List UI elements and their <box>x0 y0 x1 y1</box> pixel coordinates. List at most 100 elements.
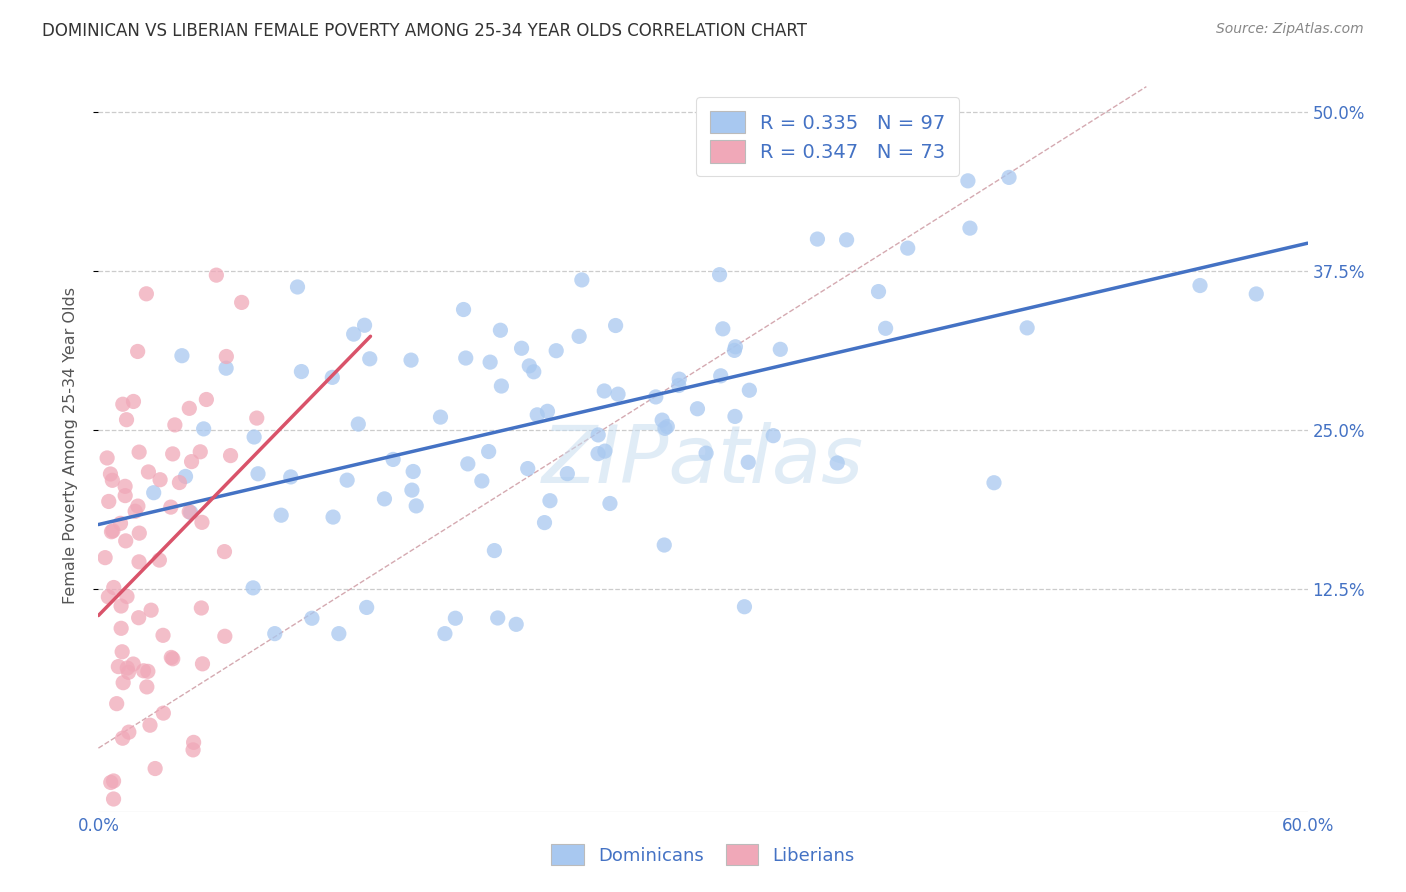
Point <box>724 409 747 424</box>
Point <box>142 485 165 500</box>
Point <box>179 505 201 519</box>
Point <box>112 675 135 690</box>
Point <box>668 378 690 392</box>
Point <box>644 390 666 404</box>
Point <box>111 397 134 411</box>
Point <box>897 241 920 255</box>
Point <box>454 351 477 365</box>
Point <box>322 510 344 524</box>
Point <box>762 428 785 442</box>
Point <box>359 351 381 366</box>
Point <box>181 743 204 757</box>
Point <box>124 504 146 518</box>
Point <box>593 444 616 458</box>
Point <box>709 268 731 282</box>
Point <box>152 628 174 642</box>
Point <box>195 392 218 407</box>
Point <box>356 600 378 615</box>
Point <box>111 645 134 659</box>
Text: Source: ZipAtlas.com: Source: ZipAtlas.com <box>1216 22 1364 37</box>
Point <box>117 661 139 675</box>
Point <box>724 340 747 354</box>
Y-axis label: Female Poverty Among 25-34 Year Olds: Female Poverty Among 25-34 Year Olds <box>63 287 77 605</box>
Point <box>290 365 312 379</box>
Point <box>1246 287 1268 301</box>
Point <box>301 611 323 625</box>
Point <box>97 494 120 508</box>
Point <box>135 680 157 694</box>
Point <box>738 383 761 397</box>
Point <box>183 735 205 749</box>
Point <box>205 268 228 282</box>
Point <box>429 410 451 425</box>
Point <box>593 384 616 398</box>
Point <box>214 629 236 643</box>
Point <box>111 731 134 746</box>
Point <box>180 505 202 519</box>
Point <box>505 617 527 632</box>
Point <box>347 417 370 431</box>
Point <box>97 590 120 604</box>
Point <box>139 718 162 732</box>
Point <box>190 601 212 615</box>
Point <box>128 555 150 569</box>
Point <box>215 361 238 376</box>
Point <box>695 446 717 460</box>
Point <box>373 491 395 506</box>
Point <box>100 775 122 789</box>
Point <box>160 650 183 665</box>
Point <box>605 318 627 333</box>
Point <box>710 368 733 383</box>
Point <box>110 516 132 531</box>
Point <box>444 611 467 625</box>
Point <box>191 516 214 530</box>
Point <box>328 626 350 640</box>
Point <box>246 411 269 425</box>
Point <box>484 543 506 558</box>
Point <box>489 323 512 337</box>
Point <box>132 664 155 678</box>
Point <box>152 706 174 720</box>
Point <box>215 350 238 364</box>
Point <box>180 455 202 469</box>
Point <box>769 343 792 357</box>
Point <box>115 590 138 604</box>
Point <box>143 762 166 776</box>
Point <box>733 599 755 614</box>
Point <box>214 544 236 558</box>
Point <box>956 174 979 188</box>
Point <box>998 170 1021 185</box>
Point <box>405 499 427 513</box>
Point <box>103 774 125 789</box>
Point <box>128 611 150 625</box>
Point <box>401 483 423 497</box>
Point <box>654 421 676 435</box>
Point <box>103 581 125 595</box>
Point <box>875 321 897 335</box>
Point <box>174 469 197 483</box>
Point <box>242 581 264 595</box>
Point <box>135 286 157 301</box>
Point <box>536 404 558 418</box>
Point <box>433 626 456 640</box>
Point <box>148 553 170 567</box>
Point <box>1017 321 1039 335</box>
Point <box>835 233 858 247</box>
Point <box>103 792 125 806</box>
Text: DOMINICAN VS LIBERIAN FEMALE POVERTY AMONG 25-34 YEAR OLDS CORRELATION CHART: DOMINICAN VS LIBERIAN FEMALE POVERTY AMO… <box>42 22 807 40</box>
Point <box>523 365 546 379</box>
Point <box>607 387 630 401</box>
Point <box>191 657 214 671</box>
Point <box>117 665 139 680</box>
Legend: Dominicans, Liberians: Dominicans, Liberians <box>544 837 862 872</box>
Point <box>193 422 215 436</box>
Point <box>115 413 138 427</box>
Point <box>128 526 150 541</box>
Point <box>179 401 201 416</box>
Point <box>114 489 136 503</box>
Point <box>101 473 124 487</box>
Point <box>105 697 128 711</box>
Point <box>478 444 501 458</box>
Point <box>651 413 673 427</box>
Point <box>162 447 184 461</box>
